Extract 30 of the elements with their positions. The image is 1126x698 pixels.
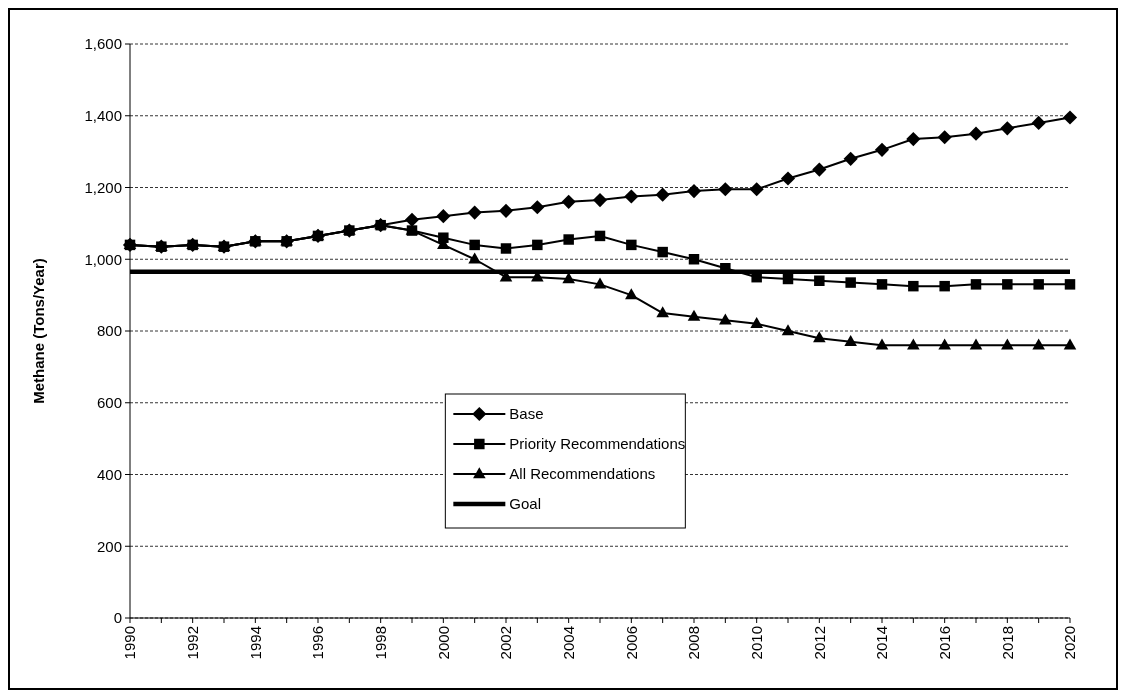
y-tick-label: 1,000	[84, 250, 122, 268]
legend-label: All Recommendations	[509, 465, 656, 483]
x-tick-label: 2006	[622, 626, 640, 660]
y-axis-title: Methane (Tons/Year)	[30, 258, 47, 404]
y-tick-label: 1,400	[84, 107, 122, 124]
x-tick-label: 2020	[1061, 626, 1079, 660]
x-tick-label: 1998	[371, 626, 389, 660]
x-tick-label: 2012	[810, 626, 828, 660]
y-tick-label: 200	[96, 537, 122, 555]
x-tick-label: 2004	[559, 626, 577, 660]
legend-label: Base	[509, 405, 544, 423]
y-tick-label: 1,200	[84, 178, 122, 196]
y-tick-label: 800	[96, 322, 122, 340]
x-tick-label: 2002	[497, 626, 515, 660]
x-tick-label: 1994	[246, 626, 264, 660]
x-tick-label: 2010	[747, 626, 765, 660]
legend-label: Goal	[509, 495, 542, 513]
y-tick-label: 1,600	[84, 35, 122, 53]
y-tick-label: 0	[113, 609, 122, 627]
x-tick-label: 1990	[121, 626, 139, 660]
x-tick-label: 2014	[873, 626, 891, 660]
x-tick-label: 2018	[998, 626, 1016, 660]
x-tick-label: 2008	[685, 626, 703, 660]
x-tick-label: 2000	[434, 626, 452, 660]
x-tick-label: 1996	[309, 626, 327, 660]
y-tick-label: 600	[96, 394, 122, 411]
legend-label: Priority Recommendations	[509, 435, 686, 453]
x-tick-label: 1992	[183, 626, 201, 660]
y-tick-label: 400	[96, 465, 122, 483]
x-tick-label: 2016	[935, 626, 953, 660]
